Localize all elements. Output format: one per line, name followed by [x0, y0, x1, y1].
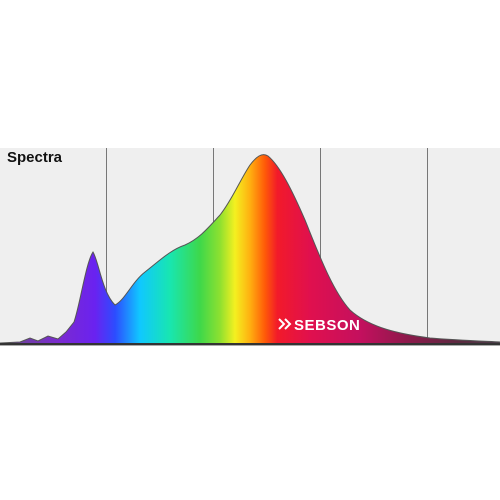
logo-icon — [278, 318, 292, 330]
panel-title: Spectra — [7, 149, 63, 166]
spectrum-curve — [0, 154, 500, 346]
logo: SEBSON — [278, 317, 360, 334]
logo-text: SEBSON — [294, 317, 360, 334]
